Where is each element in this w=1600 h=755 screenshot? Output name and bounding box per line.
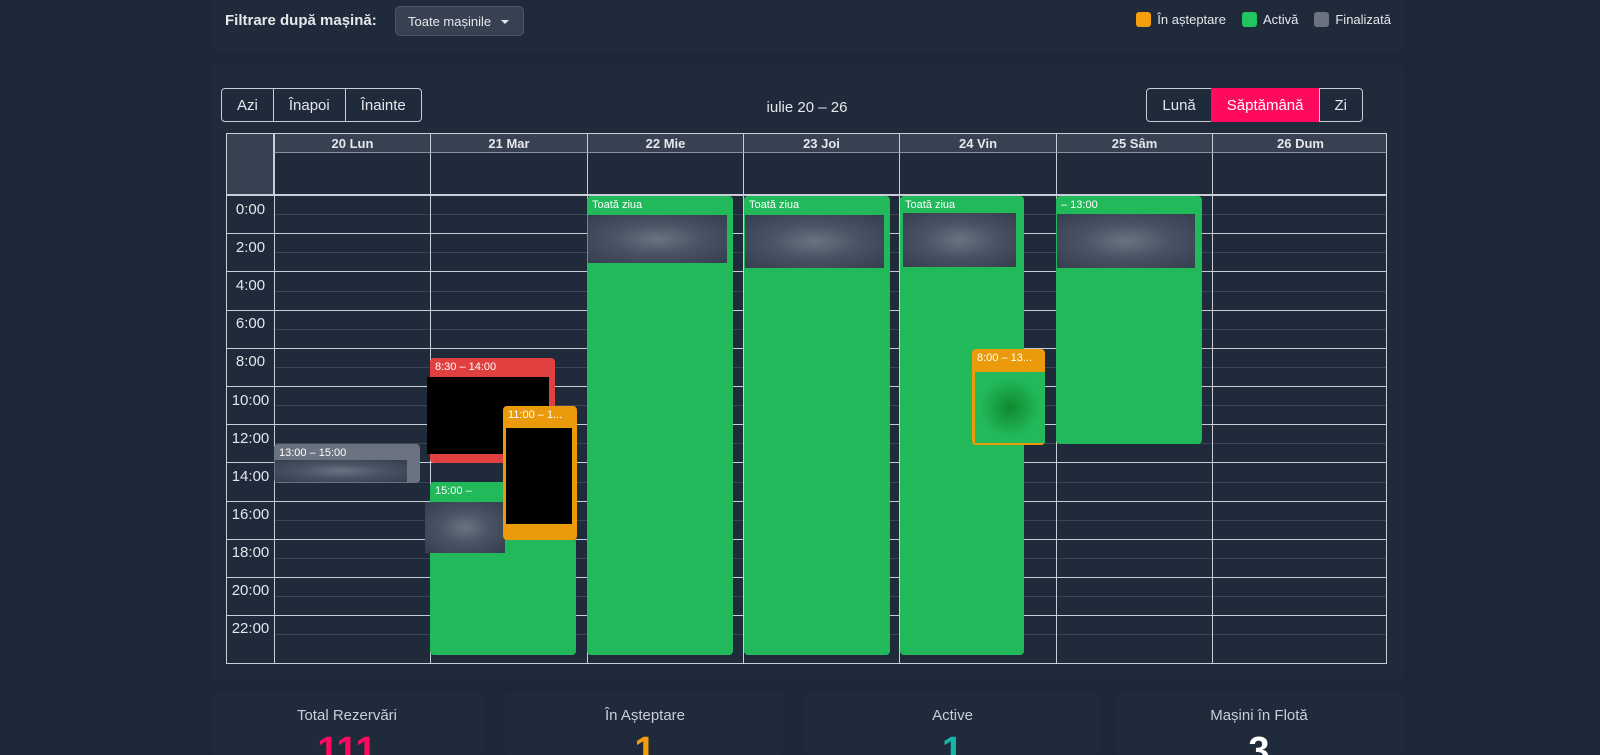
legend-item-active: Activă [1241,12,1299,27]
time-label: 4:00 [235,277,266,294]
stat-value-active: 1 [941,730,964,755]
stat-value-total: 111 [317,730,377,755]
redacted-event-details [425,502,505,553]
time-label: 0:00 [235,201,266,218]
event-time: – 13:00 [1061,199,1098,211]
hour-line [227,195,1386,196]
time-label: 6:00 [235,315,266,332]
stat-label-active: Active [932,707,973,724]
column-line [743,153,744,663]
time-label: 18:00 [231,544,270,561]
filter-bar: Filtrare după mașină: Toate mașinile În … [211,0,1403,51]
stat-label-total: Total Rezervări [296,707,398,724]
event-time: 8:30 – 14:00 [435,361,497,373]
day-header-tue[interactable]: 21 Mar [430,134,587,153]
event-time: 13:00 – 15:00 [279,447,347,459]
nav-button-group: Azi Înapoi Înainte [221,88,422,122]
day-header-thu[interactable]: 23 Joi [743,134,899,153]
event-time: 8:00 – 13... [977,352,1033,364]
next-button[interactable]: Înainte [344,88,422,122]
time-label: 22:00 [231,620,270,637]
car-filter-select[interactable]: Toate mașinile [395,6,524,36]
time-gutter-header [227,134,274,195]
redacted-event-details [903,213,1016,267]
stat-card-total: Total Rezervări 111 [211,692,483,755]
time-label: 20:00 [231,582,270,599]
time-label: 10:00 [231,392,270,409]
stat-card-active: Active 1 [805,692,1100,755]
legend-label-active: Activă [1262,12,1299,27]
stat-value-fleet: 3 [1248,730,1270,755]
today-button[interactable]: Azi [221,88,274,122]
time-label: 2:00 [235,239,266,256]
stat-card-pending: În Așteptare 1 [505,692,785,755]
month-view-button[interactable]: Lună [1146,88,1212,122]
legend-label-finished: Finalizată [1335,12,1391,27]
back-button[interactable]: Înapoi [272,88,346,122]
stat-card-fleet: Mașini în Flotă 3 [1115,692,1403,755]
legend-item-finished: Finalizată [1314,12,1391,27]
all-day-row [274,153,1386,195]
day-header-fri[interactable]: 24 Vin [899,134,1056,153]
redacted-event-details [588,215,727,263]
legend-swatch-pending [1136,12,1152,27]
event-wed-allday[interactable]: Toată ziua [587,196,733,655]
legend-label-pending: În așteptare [1157,12,1226,27]
day-header-sun[interactable]: 26 Dum [1212,134,1386,153]
event-time: Toată ziua [592,199,643,211]
redacted-event-image [506,428,572,524]
legend-item-pending: În așteptare [1136,12,1226,27]
redacted-event-image [975,372,1045,443]
redacted-event-details [275,460,407,482]
day-header-wed[interactable]: 22 Mie [587,134,743,153]
column-line [1212,153,1213,663]
filter-label: Filtrare după mașină: [225,12,377,29]
week-view-button[interactable]: Săptămână [1210,88,1320,122]
legend-swatch-finished [1314,12,1330,27]
event-thu-allday[interactable]: Toată ziua [744,196,890,655]
event-time: Toată ziua [905,199,956,211]
stat-label-fleet: Mașini în Flotă [1210,707,1308,724]
calendar-card: Azi Înapoi Înainte iulie 20 – 26 Lună Să… [211,64,1403,680]
time-label: 14:00 [231,468,270,485]
day-header-mon[interactable]: 20 Lun [274,134,430,153]
stat-value-pending: 1 [634,730,656,755]
column-line [274,153,275,663]
car-filter-value: Toate mașinile [408,14,492,29]
day-header-sat[interactable]: 25 Sâm [1056,134,1212,153]
time-label: 12:00 [231,430,270,447]
stat-label-pending: În Așteptare [604,707,686,724]
redacted-event-details [745,215,884,268]
legend-swatch-active [1241,12,1257,27]
status-legend: În așteptare Activă Finalizată [1136,12,1391,27]
time-label: 16:00 [231,506,270,523]
view-button-group: Lună Săptămână Zi [1146,88,1363,122]
column-line [899,153,900,663]
day-view-button[interactable]: Zi [1318,88,1363,122]
time-label: 8:00 [235,353,266,370]
caret-down-icon [501,20,509,24]
event-time: Toată ziua [749,199,800,211]
event-time: 15:00 – [435,485,472,497]
redacted-event-details [1057,214,1195,268]
event-time: 11:00 – 1... [508,409,563,421]
week-grid: 20 Lun 21 Mar 22 Mie 23 Joi 24 Vin 25 Sâ… [226,133,1387,664]
